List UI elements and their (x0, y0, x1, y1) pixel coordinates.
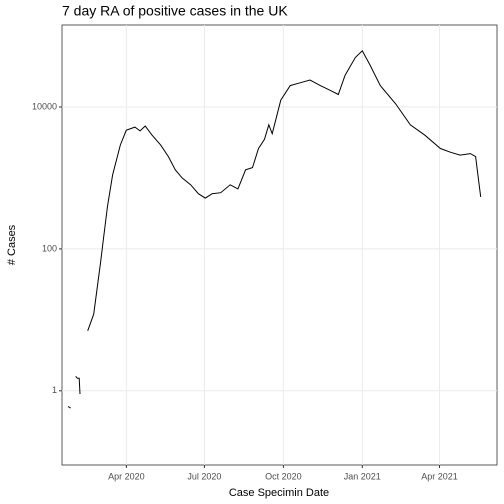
cases-line (67, 49, 482, 409)
x-tick-label: Apr 2020 (108, 471, 145, 481)
y-tick-label: 1 (52, 385, 57, 395)
chart-title: 7 day RA of positive cases in the UK (62, 3, 288, 19)
x-tick-label: Apr 2021 (421, 471, 458, 481)
plot-panel (61, 24, 498, 466)
y-tick-label: 100 (42, 243, 57, 253)
x-tick-label: Jul 2020 (187, 471, 221, 481)
y-tick-label: 10000 (32, 101, 57, 111)
x-tick-label: Oct 2020 (265, 471, 302, 481)
x-axis-title: Case Specimin Date (229, 487, 329, 499)
y-axis-title: # Cases (6, 224, 18, 265)
x-tick-label: Jan 2021 (344, 471, 381, 481)
